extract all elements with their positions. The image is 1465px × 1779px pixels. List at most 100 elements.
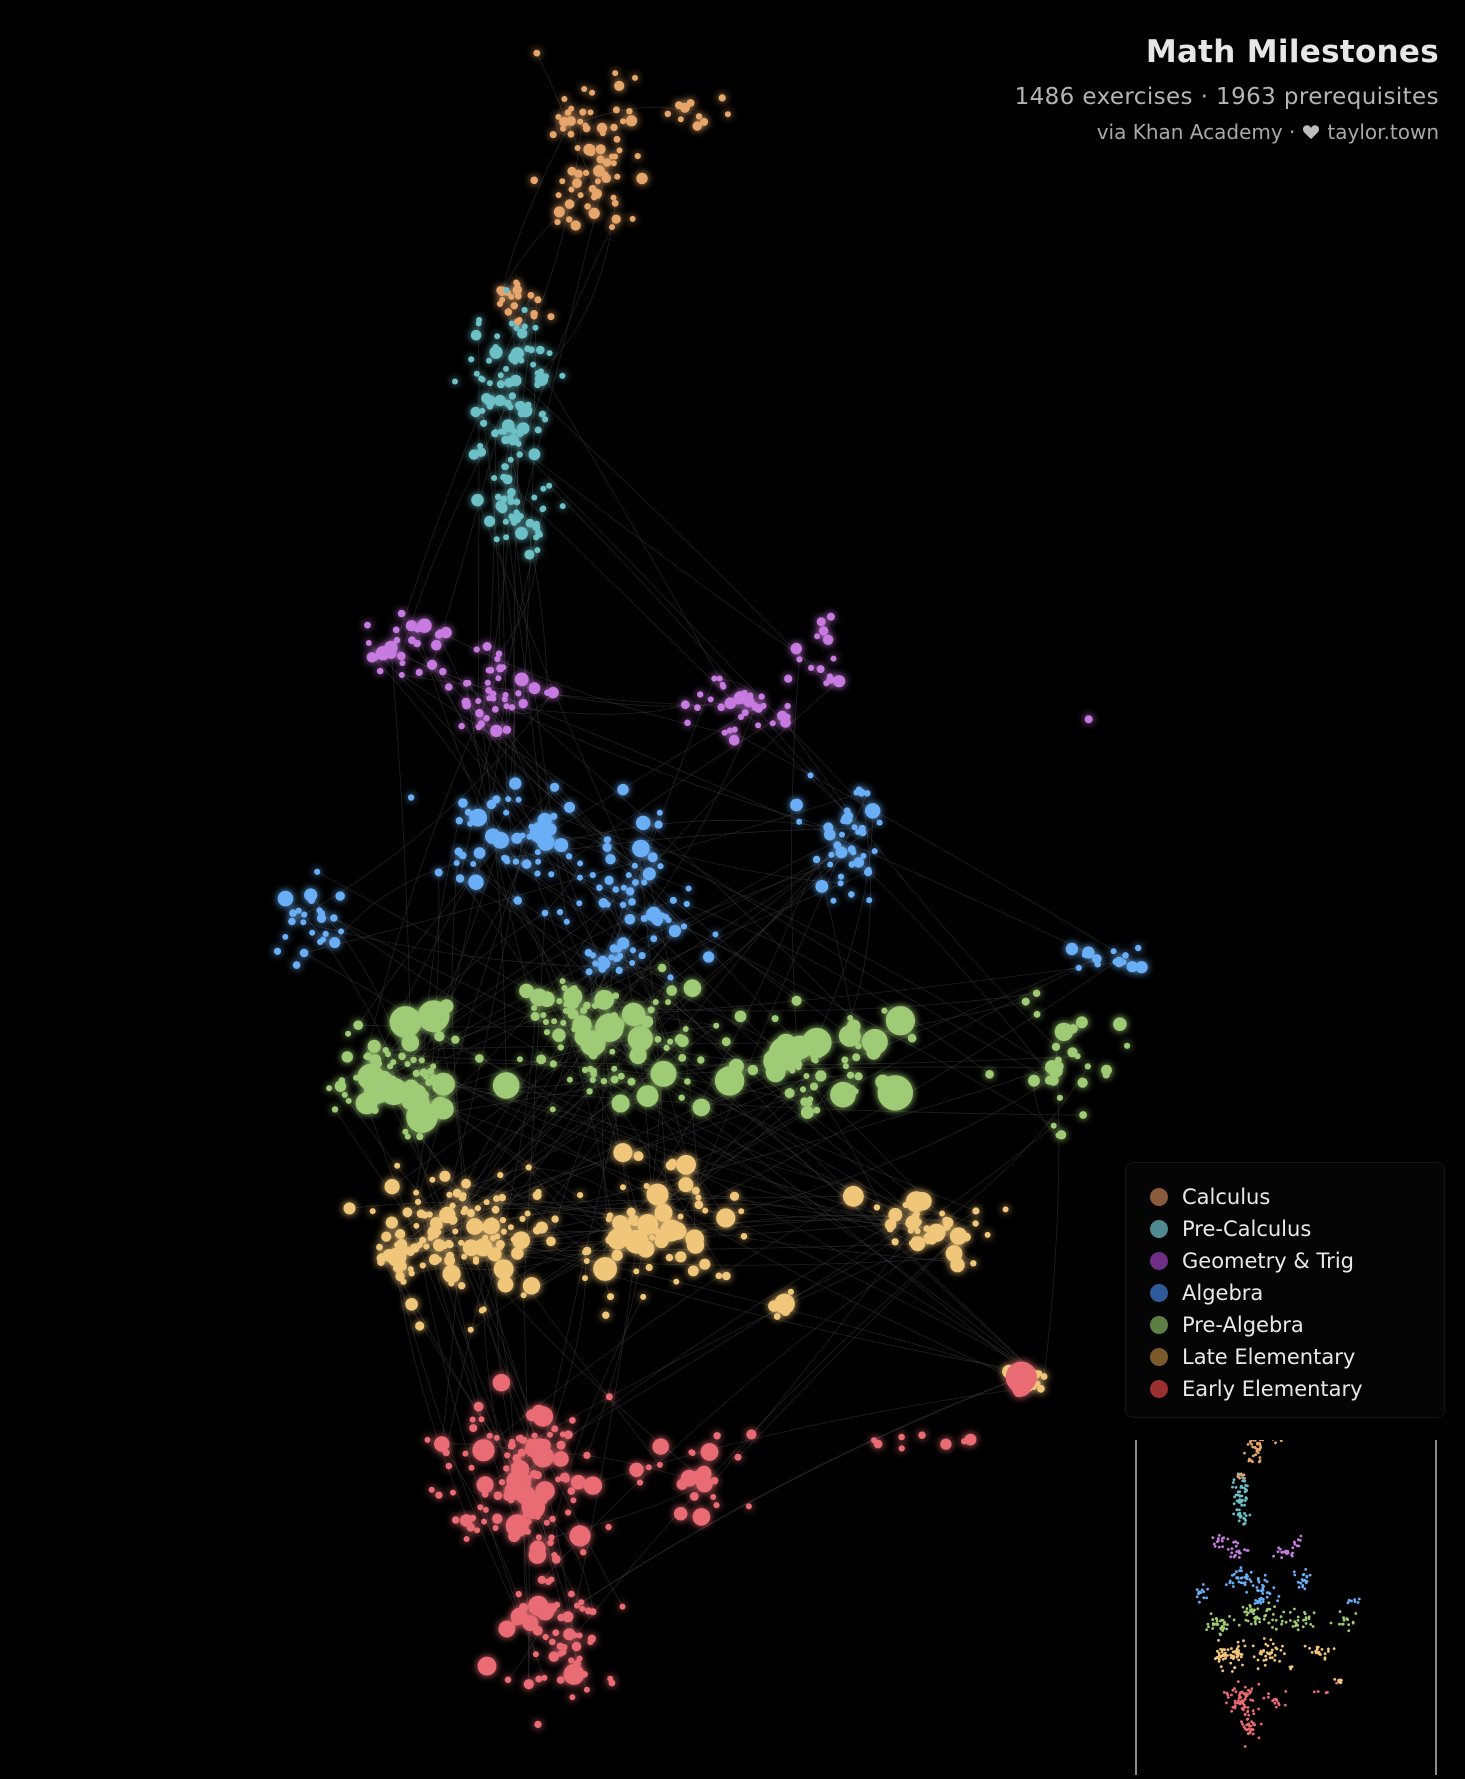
exercise-node[interactable] xyxy=(501,1229,507,1235)
exercise-node[interactable] xyxy=(498,1244,504,1250)
exercise-node[interactable] xyxy=(370,1054,381,1065)
exercise-node[interactable] xyxy=(450,1490,456,1496)
exercise-node[interactable] xyxy=(558,1044,564,1050)
exercise-node[interactable] xyxy=(626,887,634,895)
exercise-node[interactable] xyxy=(607,1212,613,1218)
exercise-node[interactable] xyxy=(568,1487,576,1495)
exercise-node[interactable] xyxy=(618,1073,625,1080)
exercise-node[interactable] xyxy=(833,675,845,687)
exercise-node[interactable] xyxy=(788,1289,794,1295)
exercise-node[interactable] xyxy=(580,1549,586,1555)
exercise-node[interactable] xyxy=(844,807,851,814)
exercise-node[interactable] xyxy=(582,1043,593,1054)
exercise-node[interactable] xyxy=(515,690,521,696)
exercise-node[interactable] xyxy=(823,680,829,686)
exercise-node[interactable] xyxy=(403,1207,413,1217)
exercise-node[interactable] xyxy=(405,1298,418,1311)
exercise-node[interactable] xyxy=(568,187,574,193)
exercise-node[interactable] xyxy=(546,1452,552,1458)
exercise-node[interactable] xyxy=(572,1642,582,1652)
exercise-node[interactable] xyxy=(443,1449,450,1456)
exercise-node[interactable] xyxy=(632,1220,638,1226)
exercise-node[interactable] xyxy=(535,373,548,386)
exercise-node[interactable] xyxy=(511,302,518,309)
exercise-node[interactable] xyxy=(288,918,296,926)
exercise-node[interactable] xyxy=(617,147,623,153)
exercise-node[interactable] xyxy=(381,1232,391,1242)
exercise-node[interactable] xyxy=(607,1676,613,1682)
exercise-node[interactable] xyxy=(746,1503,752,1509)
exercise-node[interactable] xyxy=(535,427,542,434)
exercise-node[interactable] xyxy=(1076,1016,1088,1028)
exercise-node[interactable] xyxy=(1006,1362,1037,1393)
exercise-node[interactable] xyxy=(482,1235,488,1241)
exercise-node[interactable] xyxy=(612,1095,630,1113)
exercise-node[interactable] xyxy=(823,635,833,645)
exercise-node[interactable] xyxy=(498,372,504,378)
exercise-node[interactable] xyxy=(770,720,776,726)
exercise-node[interactable] xyxy=(457,850,463,856)
exercise-node[interactable] xyxy=(524,861,530,867)
exercise-node[interactable] xyxy=(789,1067,795,1073)
exercise-node[interactable] xyxy=(648,1006,655,1013)
exercise-node[interactable] xyxy=(533,50,540,57)
exercise-node[interactable] xyxy=(336,891,345,900)
exercise-node[interactable] xyxy=(353,1020,363,1030)
exercise-node[interactable] xyxy=(710,1494,716,1500)
exercise-node[interactable] xyxy=(580,1007,587,1014)
exercise-node[interactable] xyxy=(703,951,714,962)
exercise-node[interactable] xyxy=(487,800,496,809)
exercise-node[interactable] xyxy=(603,158,612,167)
exercise-node[interactable] xyxy=(655,920,661,926)
exercise-node[interactable] xyxy=(524,1679,534,1689)
exercise-node[interactable] xyxy=(528,292,535,299)
exercise-node[interactable] xyxy=(841,1056,848,1063)
exercise-node[interactable] xyxy=(620,118,626,124)
exercise-node[interactable] xyxy=(568,131,575,138)
exercise-node[interactable] xyxy=(481,1306,487,1312)
exercise-node[interactable] xyxy=(468,1327,474,1333)
exercise-node[interactable] xyxy=(394,1242,400,1248)
exercise-node[interactable] xyxy=(577,1192,583,1198)
exercise-node[interactable] xyxy=(554,838,568,852)
exercise-node[interactable] xyxy=(655,1204,673,1222)
exercise-node[interactable] xyxy=(521,307,527,313)
exercise-node[interactable] xyxy=(345,1031,351,1037)
exercise-node[interactable] xyxy=(674,1507,687,1520)
exercise-node[interactable] xyxy=(613,1019,625,1031)
exercise-node[interactable] xyxy=(755,722,761,728)
exercise-node[interactable] xyxy=(774,1294,795,1315)
exercise-node[interactable] xyxy=(470,407,480,417)
exercise-node[interactable] xyxy=(516,797,522,803)
exercise-node[interactable] xyxy=(629,960,635,966)
exercise-node[interactable] xyxy=(494,395,505,406)
exercise-node[interactable] xyxy=(784,675,792,683)
exercise-node[interactable] xyxy=(965,1434,977,1446)
exercise-node[interactable] xyxy=(1079,1111,1087,1119)
exercise-node[interactable] xyxy=(939,1211,945,1217)
exercise-node[interactable] xyxy=(686,886,692,892)
exercise-node[interactable] xyxy=(596,144,606,154)
exercise-node[interactable] xyxy=(850,849,856,855)
exercise-node[interactable] xyxy=(702,1208,708,1214)
exercise-node[interactable] xyxy=(593,1257,617,1281)
exercise-node[interactable] xyxy=(548,871,554,877)
exercise-node[interactable] xyxy=(693,1508,711,1526)
exercise-node[interactable] xyxy=(575,145,581,151)
exercise-node[interactable] xyxy=(634,1151,644,1161)
exercise-node[interactable] xyxy=(814,633,820,639)
exercise-node[interactable] xyxy=(551,1018,557,1024)
exercise-node[interactable] xyxy=(499,1194,506,1201)
exercise-node[interactable] xyxy=(621,885,627,891)
exercise-node[interactable] xyxy=(451,1036,459,1044)
exercise-node[interactable] xyxy=(730,1192,739,1201)
exercise-node[interactable] xyxy=(1135,945,1141,951)
exercise-node[interactable] xyxy=(866,867,872,873)
exercise-node[interactable] xyxy=(665,111,671,117)
exercise-node[interactable] xyxy=(530,362,536,368)
exercise-node[interactable] xyxy=(664,1045,670,1051)
exercise-node[interactable] xyxy=(458,798,468,808)
exercise-node[interactable] xyxy=(1055,1023,1073,1041)
exercise-node[interactable] xyxy=(910,1236,925,1251)
exercise-node[interactable] xyxy=(611,1076,619,1084)
